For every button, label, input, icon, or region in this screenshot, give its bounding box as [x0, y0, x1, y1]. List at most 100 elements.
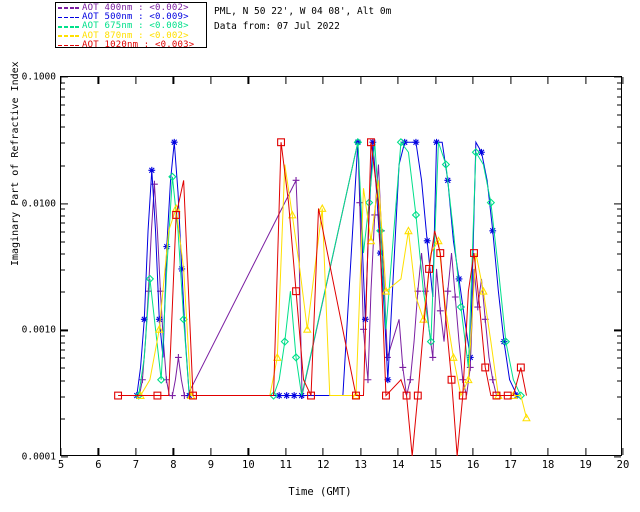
site-info-title: PML, N 50 22', W 04 08', Alt 0m [214, 6, 392, 17]
plot-area [60, 76, 622, 456]
data-point-asterisk [283, 392, 291, 399]
x-tick-mark [622, 77, 624, 84]
data-point-square [189, 391, 197, 400]
y-minor-tick [61, 291, 65, 293]
data-point-plus [384, 354, 391, 361]
x-tick-mark [397, 448, 399, 455]
y-tick-mark [61, 203, 68, 205]
x-tick-label: 10 [242, 459, 255, 471]
x-tick-mark [60, 77, 62, 84]
y-minor-tick [617, 142, 621, 144]
y-tick-label: 0.0001 [21, 451, 56, 463]
y-minor-tick [617, 342, 621, 344]
y-tick-mark [614, 76, 621, 78]
legend-swatch-line-icon [58, 16, 79, 19]
y-minor-tick [61, 126, 65, 128]
data-point-diamond [376, 226, 385, 235]
data-point-square [153, 391, 162, 400]
x-tick-label: 7 [132, 459, 140, 471]
data-series-svg [114, 138, 531, 456]
legend-label: AOT 500nm : <0.009> [82, 12, 189, 23]
y-minor-tick [617, 88, 621, 90]
x-tick-label: 19 [579, 459, 592, 471]
data-point-asterisk [140, 315, 148, 323]
y-minor-tick [61, 96, 65, 98]
x-tick-mark [97, 448, 100, 455]
data-point-plus [364, 376, 372, 384]
data-point-asterisk [478, 148, 485, 156]
data-point-asterisk [489, 227, 497, 235]
series-aot-675nm [134, 138, 526, 400]
x-tick-mark [247, 448, 249, 455]
series-aot-1020nm [114, 138, 527, 456]
y-minor-tick [617, 96, 621, 98]
legend-entry-3: AOT 870nm : <0.002> [56, 31, 206, 41]
y-minor-tick [617, 114, 621, 116]
x-tick-label: 11 [279, 459, 293, 471]
x-tick-mark [472, 77, 474, 84]
data-point-triangle [302, 324, 312, 333]
y-minor-tick [61, 82, 65, 84]
legend: AOT 400nm : <0.002> AOT 500nm : <0.009> AO… [55, 2, 207, 48]
x-tick-label: 13 [354, 459, 368, 471]
data-point-diamond [145, 274, 155, 284]
x-tick-mark [547, 77, 549, 84]
x-tick-mark [322, 77, 324, 84]
data-point-plus [489, 376, 497, 384]
data-point-asterisk [290, 392, 298, 399]
data-point-asterisk [423, 237, 431, 245]
data-point-square [367, 138, 375, 147]
x-tick-mark [584, 448, 587, 455]
legend-entry-0: AOT 400nm : <0.002> [56, 3, 206, 13]
x-tick-label: 12 [316, 459, 330, 471]
y-tick-mark [614, 456, 621, 458]
y-minor-tick [61, 142, 65, 144]
y-minor-tick [61, 104, 65, 106]
data-point-asterisk [412, 138, 420, 146]
data-point-diamond [396, 138, 406, 147]
x-tick-mark [210, 77, 212, 84]
plot-frame: 0.0001 0.0010 0.0100 0.1000 5 6 7 8 9 10 11 12 13 14 1… [22, 72, 630, 472]
x-tick-mark [397, 77, 399, 84]
x-tick-label: 6 [95, 459, 102, 471]
legend-label: AOT 1020nm : <0.003> [82, 40, 195, 48]
x-tick-mark [435, 77, 437, 84]
x-tick-label: 18 [541, 459, 555, 471]
x-tick-mark [285, 77, 287, 84]
x-tick-mark [247, 77, 249, 84]
series-line [136, 142, 497, 397]
y-minor-tick [61, 253, 65, 255]
data-point-square [172, 210, 181, 219]
data-point-square [292, 287, 300, 296]
y-minor-tick [617, 291, 621, 293]
y-minor-tick [617, 222, 621, 224]
data-point-square [503, 391, 512, 400]
legend-label: AOT 675nm : <0.008> [82, 21, 189, 32]
y-tick-label: 0.1000 [21, 71, 56, 83]
data-point-asterisk [466, 354, 474, 361]
data-point-plus [406, 376, 414, 384]
x-tick-mark [285, 448, 287, 455]
y-minor-tick [617, 380, 621, 382]
y-minor-tick [617, 367, 621, 369]
data-point-triangle [464, 375, 473, 384]
y-minor-tick [617, 165, 621, 167]
y-minor-tick [61, 114, 65, 116]
y-tick-mark [61, 456, 68, 458]
x-tick-mark [435, 448, 437, 455]
data-point-asterisk [155, 315, 163, 323]
data-point-square [114, 391, 123, 400]
data-point-triangle [366, 236, 376, 245]
y-minor-tick [617, 349, 621, 351]
x-tick-mark [97, 77, 100, 84]
y-minor-tick [617, 418, 621, 420]
y-minor-tick [617, 396, 621, 398]
data-point-plus [444, 287, 452, 295]
legend-swatch-line-icon [58, 7, 79, 9]
y-minor-tick [617, 126, 621, 128]
y-minor-tick [617, 208, 621, 210]
data-point-diamond [501, 337, 511, 346]
data-point-square [402, 391, 411, 400]
legend-entry-4: AOT 1020nm : <0.003> [56, 40, 206, 48]
y-minor-tick [61, 241, 65, 243]
